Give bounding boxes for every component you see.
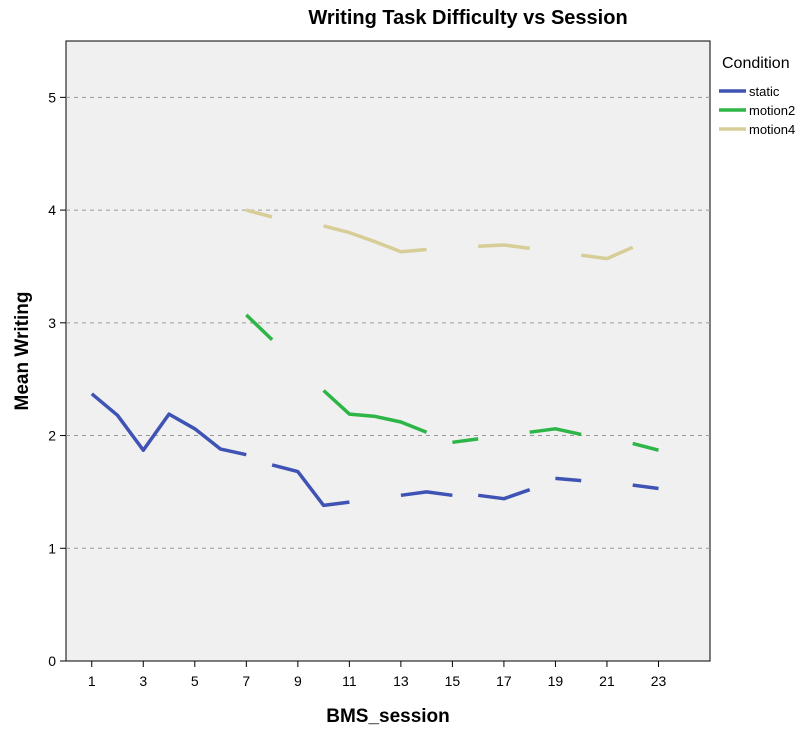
y-axis: 0 1 2 3 4 5 [48,89,66,669]
series-line-static [90,392,247,457]
x-tick-label: 1 [88,673,96,689]
x-tick-label: 19 [548,673,564,689]
series-line-static [632,483,659,491]
y-tick-label: 0 [48,653,56,669]
chart-title: Writing Task Difficulty vs Session [308,7,627,29]
series-line-motion2 [322,389,428,434]
x-axis: 1 3 5 7 9 11 13 15 17 19 21 23 [88,661,667,689]
y-tick-label: 4 [48,202,56,218]
series-line-motion4 [323,224,427,254]
series-line-static [555,476,582,483]
series-line-motion4 [245,208,273,219]
y-tick-label: 2 [48,428,56,444]
x-tick-label: 15 [445,673,461,689]
y-axis-title: Mean Writing [12,292,33,411]
series-line-motion4 [580,245,634,261]
series-line-motion2 [452,437,479,445]
series-motion4 [245,208,634,261]
y-tick-label: 3 [48,315,56,331]
legend: Condition static motion2 motion4 [719,55,795,137]
x-tick-label: 7 [242,673,250,689]
grid-lines [66,96,710,549]
series-line-static [477,488,531,501]
series-line-motion2 [632,441,659,452]
series-motion2 [245,313,659,452]
x-tick-label: 5 [191,673,199,689]
x-tick-label: 21 [599,673,615,689]
x-tick-label: 13 [393,673,409,689]
x-tick-label: 11 [342,673,357,689]
series-static [90,392,659,508]
series-line-motion2 [245,313,274,341]
legend-label-motion4: motion4 [749,122,795,137]
y-tick-label: 1 [48,540,56,556]
series-line-static [400,490,453,498]
legend-label-static: static [749,84,780,99]
y-tick-label: 5 [48,89,56,105]
legend-title: Condition [722,55,790,72]
series-line-motion4 [478,243,530,251]
x-axis-title: BMS_session [326,706,450,727]
x-tick-label: 23 [651,673,667,689]
x-tick-label: 17 [496,673,512,689]
legend-label-motion2: motion2 [749,103,795,118]
series-line-motion2 [529,427,582,437]
series-lines [90,208,659,508]
x-tick-label: 3 [139,673,147,689]
series-line-static [271,463,350,508]
plot-area [65,40,711,662]
x-tick-label: 9 [294,673,302,689]
